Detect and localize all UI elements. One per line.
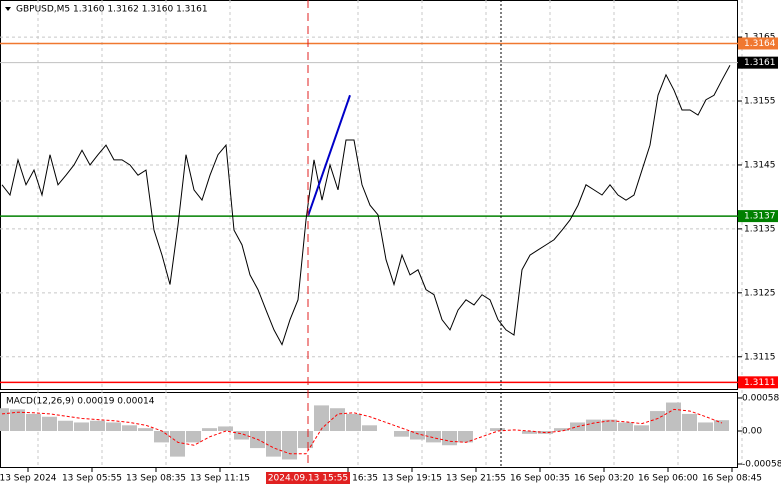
macd-bar <box>298 430 313 449</box>
macd-bar <box>10 409 25 431</box>
macd-bar <box>170 430 185 457</box>
macd-bar <box>394 430 409 437</box>
trendline <box>307 94 351 217</box>
macd-bar <box>442 430 457 446</box>
x-tick-label: 13 Sep 19:15 <box>382 474 442 484</box>
macd-bar <box>458 430 473 443</box>
macd-bar <box>202 428 217 431</box>
x-tick-label: 16 Sep 08:45 <box>702 474 762 484</box>
macd-bar <box>122 425 137 431</box>
macd-bar <box>650 411 665 431</box>
macd-bar <box>74 422 89 431</box>
x-tick-label: 13 Sep 11:15 <box>190 474 250 484</box>
price-level-box <box>738 37 778 50</box>
macd-bar <box>426 430 441 443</box>
macd-bar <box>618 422 633 431</box>
macd-bar <box>154 430 169 443</box>
y-tick-label: 1.3155 <box>744 97 776 107</box>
macd-bar <box>410 430 425 440</box>
signal-line <box>1 408 723 455</box>
macd-bar <box>554 428 569 431</box>
macd-bar <box>634 425 649 431</box>
macd-bar <box>346 413 361 431</box>
macd-bar <box>186 430 201 443</box>
price-level-box <box>738 376 778 389</box>
y-tick-label: 1.3135 <box>744 224 776 234</box>
macd-bar <box>26 413 41 431</box>
macd-bar <box>58 420 73 431</box>
macd-title: MACD(12,26,9) 0.00019 0.00014 <box>6 397 155 407</box>
x-tick-label: 16 Sep 06:00 <box>638 474 698 484</box>
macd-bar <box>218 426 233 431</box>
price-level-label: 1.3161 <box>744 58 776 68</box>
y-tick-label: 1.3145 <box>744 160 776 170</box>
y-tick-label: 1.3125 <box>744 288 776 298</box>
macd-bar <box>698 422 713 431</box>
macd-bar <box>522 430 537 434</box>
vertical-grid <box>37 0 743 468</box>
macd-bar <box>490 428 505 431</box>
macd-bar <box>682 413 697 431</box>
y-tick-label: -0.00058 <box>742 460 781 470</box>
x-tick-label: 13 Sep 08:35 <box>126 474 186 484</box>
price-level-label: 1.3164 <box>744 39 776 49</box>
y-tick-label: 0.00 <box>742 426 762 436</box>
macd-bar <box>666 402 681 431</box>
macd-bar <box>714 420 729 431</box>
chart-title: GBPUSD,M5 1.3160 1.3162 1.3160 1.3161 <box>16 5 208 15</box>
main-frame <box>0 0 738 390</box>
macd-bar <box>42 416 57 431</box>
price-level-box <box>738 56 778 69</box>
x-tick-label: 13 Sep 21:55 <box>446 474 506 484</box>
macd-bar <box>0 408 9 431</box>
macd-bar <box>266 430 281 457</box>
x-tick-label: 16 Sep 03:20 <box>574 474 634 484</box>
macd-bar <box>106 422 121 431</box>
y-tick-label: 0.00058 <box>742 393 779 403</box>
price-line <box>1 64 731 346</box>
crosshair-label: 2024.09.13 15:55 <box>268 474 348 484</box>
price-level-box <box>738 210 778 223</box>
x-tick-label: 13 Sep 2024 <box>0 474 57 484</box>
title-arrow <box>5 7 11 11</box>
macd-bar <box>138 428 153 431</box>
price-level-label: 1.3111 <box>744 378 776 388</box>
macd-bar <box>602 419 617 431</box>
macd-bar <box>362 425 377 431</box>
price-level-label: 1.3137 <box>744 212 776 222</box>
macd-bar <box>586 419 601 431</box>
macd-bar <box>90 420 105 431</box>
macd-bar <box>314 405 329 431</box>
x-tick-label: 16 Sep 00:35 <box>510 474 570 484</box>
macd-bar <box>234 430 249 440</box>
macd-bar <box>282 430 297 460</box>
y-tick-label: 1.3115 <box>744 352 776 362</box>
crosshair-box <box>266 472 350 484</box>
x-tick-label: 13 Sep 05:55 <box>62 474 122 484</box>
